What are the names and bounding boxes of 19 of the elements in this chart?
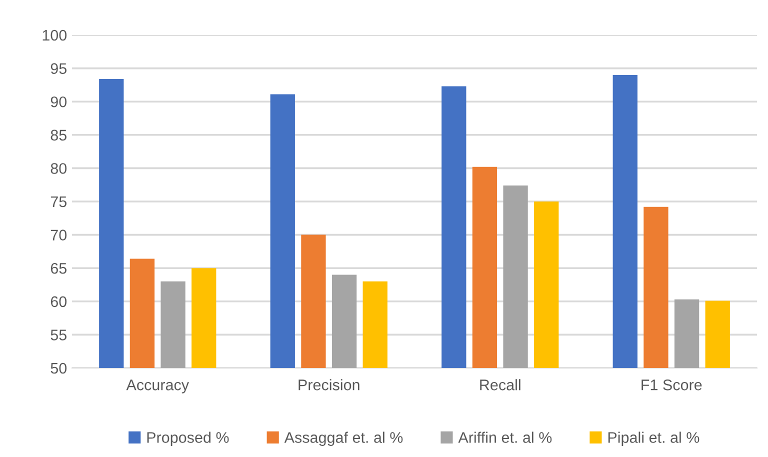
legend-label: Proposed % — [147, 432, 229, 446]
legend-label: Ariffin et. al % — [458, 432, 552, 443]
legend-label: Pipali et. al % — [608, 432, 700, 446]
y-tick-label: 95 — [50, 63, 66, 74]
x-tick-label: Accuracy — [126, 380, 190, 394]
y-tick-label: 70 — [50, 230, 67, 240]
y-tick-label: 50 — [50, 362, 67, 374]
y-tick-label: 55 — [50, 330, 66, 340]
y-tick-label: 100 — [42, 30, 67, 41]
legend-label: Assaggaf et. al % — [284, 432, 403, 446]
x-tick-label: Recall — [480, 379, 520, 390]
y-tick-label: 65 — [50, 262, 66, 274]
y-tick-label: 80 — [50, 163, 67, 174]
x-tick-label: F1 Score — [642, 380, 702, 390]
y-tick-label: 60 — [50, 296, 67, 308]
y-tick-label: 85 — [50, 130, 66, 141]
x-tick-label: Precision — [298, 379, 360, 390]
y-tick-label: 75 — [50, 196, 66, 208]
y-tick-label: 90 — [50, 96, 67, 108]
